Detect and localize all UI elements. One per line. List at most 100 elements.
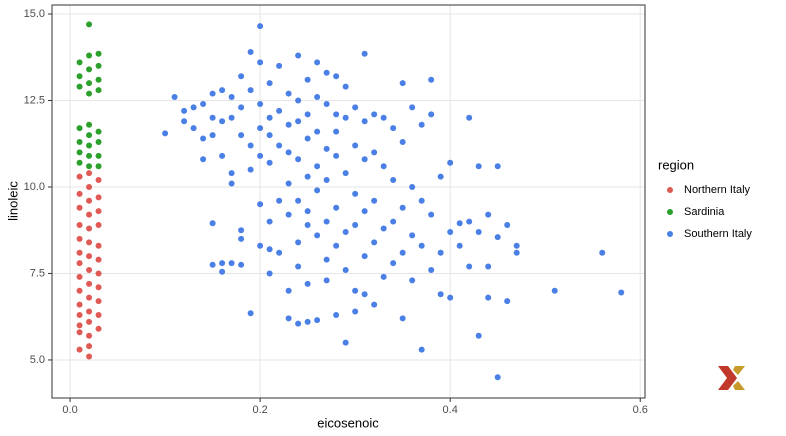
point (190, 125, 197, 132)
point (95, 242, 102, 249)
point (190, 104, 197, 111)
point (266, 246, 273, 253)
legend-swatch (667, 231, 673, 237)
point (304, 318, 311, 325)
point (352, 308, 359, 315)
point (209, 114, 216, 121)
point (95, 256, 102, 263)
point (513, 242, 520, 249)
point (95, 87, 102, 94)
point (380, 163, 387, 170)
point (285, 287, 292, 294)
point (371, 111, 378, 118)
point (276, 197, 283, 204)
point (276, 142, 283, 149)
point (86, 353, 93, 360)
point (266, 218, 273, 225)
point (390, 260, 397, 267)
point (247, 166, 254, 173)
point (333, 311, 340, 318)
point (285, 121, 292, 128)
point (456, 242, 463, 249)
point (238, 73, 245, 80)
point (295, 239, 302, 246)
point (599, 249, 606, 256)
point (295, 118, 302, 125)
point (95, 128, 102, 135)
point (95, 284, 102, 291)
point (219, 118, 226, 125)
point (266, 159, 273, 166)
point (437, 249, 444, 256)
point (86, 253, 93, 260)
point (209, 90, 216, 97)
point (200, 156, 207, 163)
point (219, 152, 226, 159)
point (76, 125, 83, 132)
point (418, 242, 425, 249)
point (76, 346, 83, 353)
point (171, 94, 178, 101)
point (86, 121, 93, 128)
point (295, 97, 302, 104)
point (228, 94, 235, 101)
point (428, 266, 435, 273)
point (86, 197, 93, 204)
point (618, 289, 625, 296)
point (342, 114, 349, 121)
point (485, 263, 492, 270)
point (342, 339, 349, 346)
panel-border (51, 4, 646, 399)
point (447, 294, 454, 301)
point (257, 201, 264, 208)
point (76, 235, 83, 242)
point (209, 132, 216, 139)
point (76, 190, 83, 197)
point (86, 142, 93, 149)
point (314, 232, 321, 239)
point (314, 163, 321, 170)
point (418, 197, 425, 204)
point (95, 76, 102, 83)
y-tick-label: 15.0 (24, 8, 45, 20)
legend-label: Northern Italy (684, 184, 751, 196)
point (361, 291, 368, 298)
point (95, 325, 102, 332)
point (86, 225, 93, 232)
point (209, 220, 216, 227)
point (86, 332, 93, 339)
legend: region Northern Italy Sardinia Southern Ita… (658, 157, 752, 239)
point (314, 94, 321, 101)
point (304, 111, 311, 118)
point (200, 100, 207, 107)
point (181, 118, 188, 125)
point (76, 273, 83, 280)
point (76, 59, 83, 66)
point (95, 311, 102, 318)
legend-label: Sardinia (684, 206, 725, 218)
point (361, 156, 368, 163)
point (247, 49, 254, 56)
point (352, 287, 359, 294)
point (95, 194, 102, 201)
legend-swatch (667, 209, 673, 215)
x-tick-label: 0.2 (252, 404, 267, 416)
point (333, 204, 340, 211)
point (333, 152, 340, 159)
point (228, 180, 235, 187)
point (95, 163, 102, 170)
point (466, 218, 473, 225)
point (333, 111, 340, 118)
legend-label: Southern Italy (684, 228, 752, 240)
point (418, 121, 425, 128)
point (304, 222, 311, 229)
point (371, 239, 378, 246)
point (86, 170, 93, 177)
point (371, 149, 378, 156)
point (95, 270, 102, 277)
point (86, 163, 93, 170)
point (209, 261, 216, 268)
point (76, 204, 83, 211)
point (95, 152, 102, 159)
